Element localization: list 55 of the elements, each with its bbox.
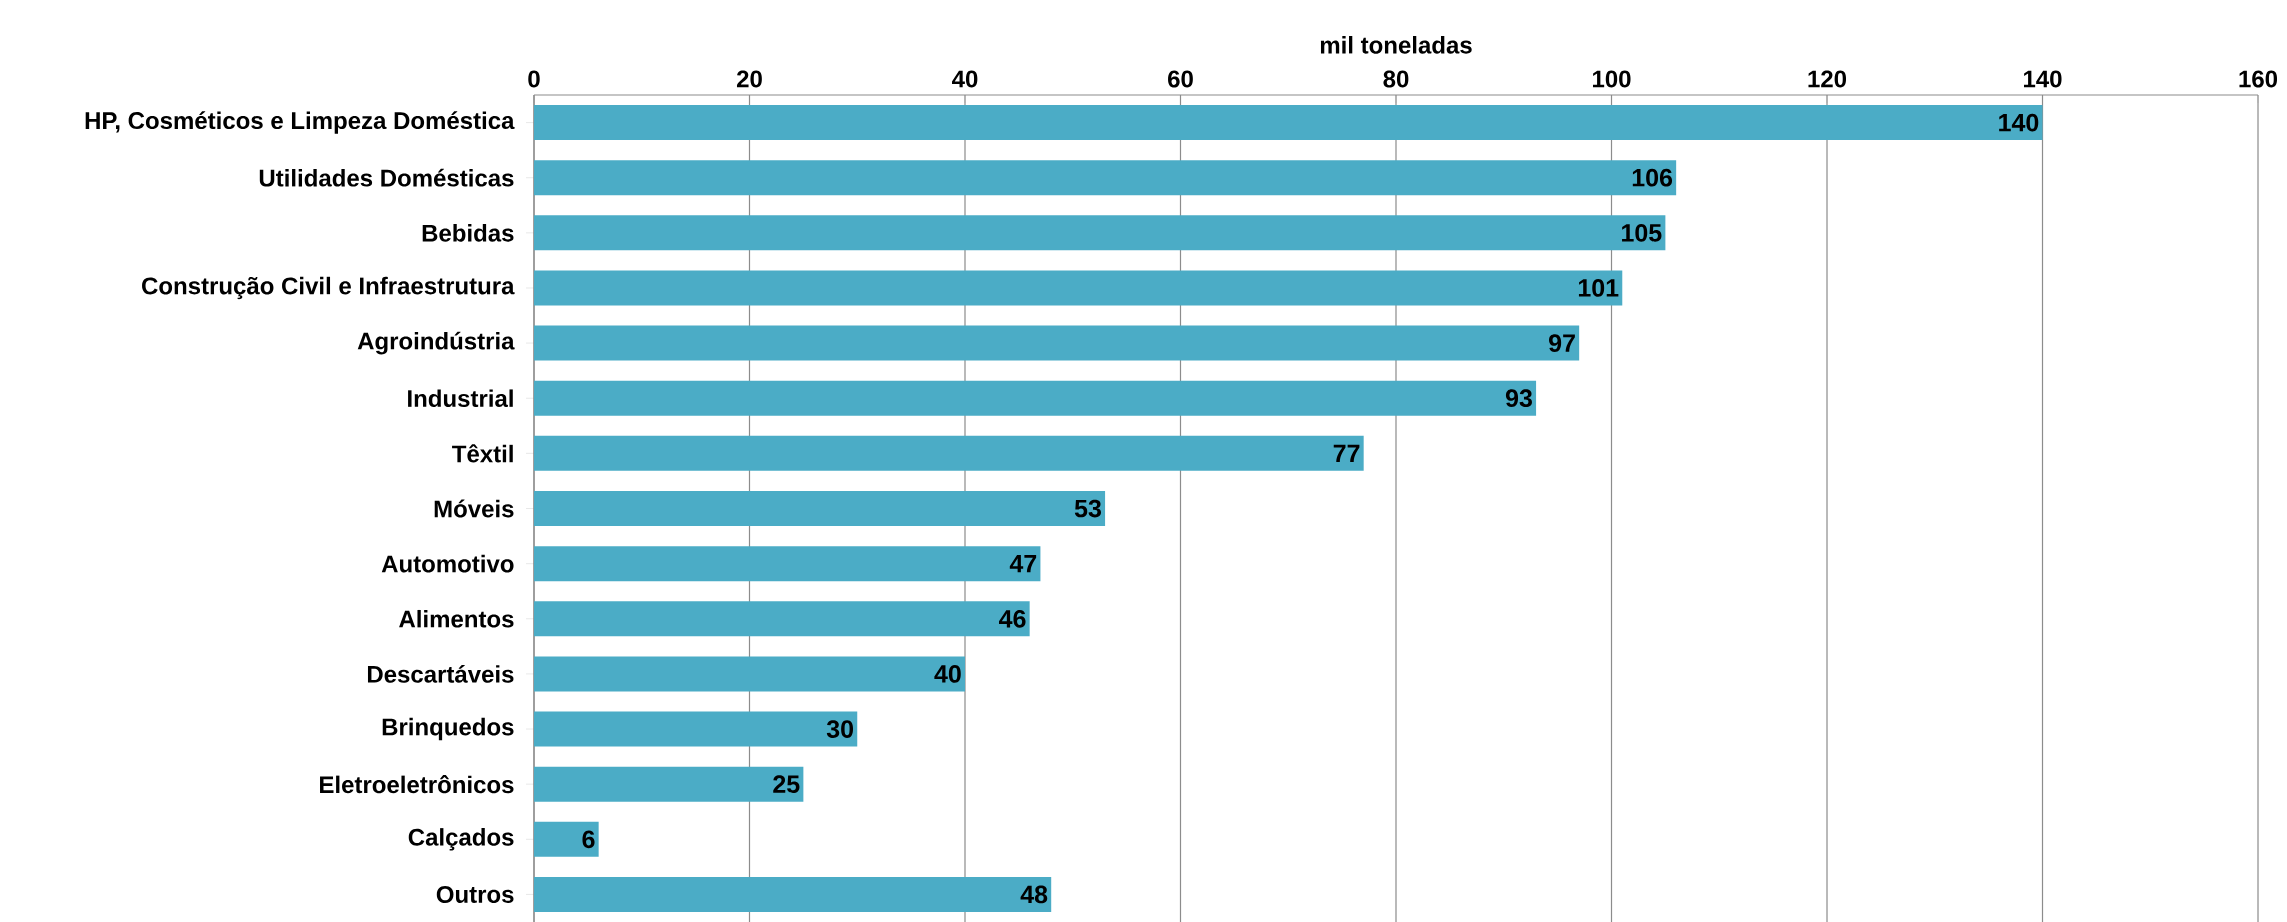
y-tick-label: HP, Cosméticos e Limpeza Doméstica <box>85 111 515 134</box>
bar <box>534 160 1677 196</box>
data-label: 77 <box>1333 444 1360 462</box>
bar <box>534 656 965 692</box>
data-label: 46 <box>999 609 1026 628</box>
y-tick-label: Agroindústria <box>357 331 515 355</box>
y-tick-label: Automotivo <box>381 554 514 573</box>
data-label: 93 <box>1505 389 1532 408</box>
y-tick-label: Calçados <box>408 828 514 851</box>
y-tick-label: Descartáveis <box>367 664 514 683</box>
y-tick-label: Alimentos <box>399 609 514 628</box>
data-label: 140 <box>1999 113 2039 132</box>
data-label: 6 <box>582 830 595 849</box>
bar <box>534 270 1623 306</box>
y-tick-label: Têxtil <box>452 444 513 463</box>
y-tick-label: Móveis <box>434 499 514 518</box>
x-tick-label: 160 <box>2239 70 2278 88</box>
data-label: 53 <box>1074 499 1101 518</box>
y-tick-label: Utilidades Domésticas <box>259 168 514 187</box>
x-tick-label: 20 <box>736 70 762 88</box>
x-tick-label: 0 <box>528 70 540 88</box>
data-label: 30 <box>826 720 854 738</box>
bar <box>534 821 599 857</box>
bar <box>534 105 2043 141</box>
y-tick-label: Eletroeletrônicos <box>320 775 514 794</box>
x-tick-label: 60 <box>1168 70 1193 88</box>
data-label: 47 <box>1009 555 1037 573</box>
x-tick-label: 140 <box>2024 70 2062 88</box>
data-label: 101 <box>1578 279 1619 297</box>
x-tick-label: 80 <box>1383 70 1409 88</box>
bar <box>534 546 1041 582</box>
bar <box>534 325 1580 361</box>
bar <box>534 435 1364 471</box>
bar <box>534 876 1052 912</box>
y-tick-label: Industrial <box>408 389 513 408</box>
bar <box>534 380 1537 416</box>
x-tick-label: 100 <box>1593 70 1631 88</box>
y-tick-label: Outros <box>436 885 514 903</box>
y-tick-label: Bebidas <box>422 224 514 242</box>
data-label: 25 <box>773 775 800 794</box>
bar <box>534 601 1030 637</box>
bar <box>534 215 1666 251</box>
data-label: 105 <box>1622 223 1662 242</box>
data-label: 106 <box>1632 168 1673 187</box>
data-label: 48 <box>1020 885 1048 904</box>
bar <box>534 491 1106 527</box>
y-tick-label: Brinquedos <box>382 717 514 741</box>
bar <box>534 766 804 802</box>
data-label: 40 <box>934 665 961 683</box>
x-axis-title: mil toneladas <box>1320 36 1472 54</box>
bar <box>534 711 858 747</box>
x-tick-label: 40 <box>952 70 978 88</box>
y-tick-label: Construção Civil e Infraestrutura <box>142 276 515 300</box>
x-tick-label: 120 <box>1808 70 1847 88</box>
data-label: 97 <box>1549 334 1575 352</box>
